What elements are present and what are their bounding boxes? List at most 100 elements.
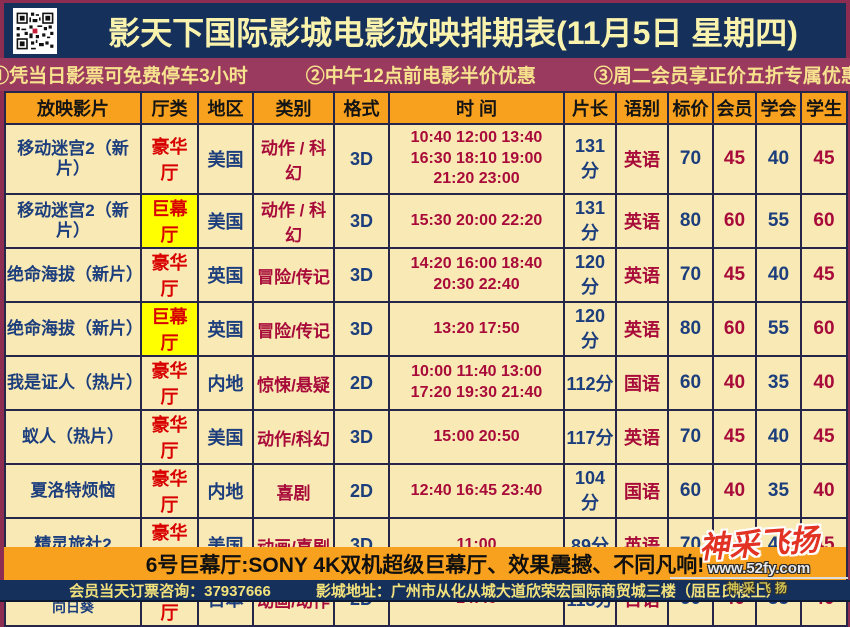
cell-movie-title: 移动迷宫2（新片） — [4, 193, 142, 249]
cell-student-price: 45 — [800, 409, 848, 465]
cell-category: 动作/科幻 — [252, 409, 335, 465]
table-row: 移动迷宫2（新片） 豪华厅 美国 动作 / 科幻 3D 10:40 12:00 … — [4, 123, 848, 195]
cell-duration: 112分 — [563, 355, 617, 411]
cell-hall: 豪华厅 — [140, 247, 199, 303]
cell-student-price: 45 — [800, 123, 848, 195]
col-header-assoc: 学会 — [755, 91, 802, 125]
cell-member-price: 45 — [712, 409, 757, 465]
cell-movie-title: 绝命海拔（新片） — [4, 301, 142, 357]
cell-duration: 120分 — [563, 247, 617, 303]
cell-region: 美国 — [197, 409, 254, 465]
col-header-region: 地区 — [197, 91, 254, 125]
footer-booking-phone: 会员当天订票咨询：37937666 — [69, 582, 271, 600]
cell-format: 2D — [333, 463, 390, 519]
cell-category: 喜剧 — [252, 463, 335, 519]
cell-duration: 104分 — [563, 463, 617, 519]
cell-assoc-price: 55 — [755, 193, 802, 249]
cell-price: 70 — [667, 123, 714, 195]
cell-price: 60 — [667, 355, 714, 411]
cell-member-price: 45 — [712, 247, 757, 303]
footer-bar: 会员当天订票咨询：37937666 影城地址：广州市从化从城大道欣荣宏国际商贸城… — [0, 580, 850, 602]
cell-hall-highlighted: 巨幕厅 — [140, 193, 199, 249]
cell-language: 国语 — [615, 355, 669, 411]
cell-times: 14:20 16:00 18:40 20:30 22:40 — [388, 247, 565, 303]
col-header-movie: 放映影片 — [4, 91, 142, 125]
col-header-language: 语别 — [615, 91, 669, 125]
cell-hall: 豪华厅 — [140, 355, 199, 411]
cell-price: 80 — [667, 301, 714, 357]
imax-banner-text: 6号巨幕厅:SONY 4K双机超级巨幕厅、效果震撼、不同凡响! — [145, 553, 705, 577]
cell-format: 3D — [333, 123, 390, 195]
col-header-member: 会员 — [712, 91, 757, 125]
cell-category: 动作 / 科幻 — [252, 123, 335, 195]
cell-format: 3D — [333, 301, 390, 357]
promo-item-parking: ①凭当日影票可免费停车3小时 — [0, 66, 248, 87]
cell-member-price: 40 — [712, 355, 757, 411]
table-row: 移动迷宫2（新片） 巨幕厅 美国 动作 / 科幻 3D 15:30 20:00 … — [4, 193, 848, 249]
cell-price: 70 — [667, 247, 714, 303]
cell-student-price: 40 — [800, 355, 848, 411]
cell-times: 13:20 17:50 — [388, 301, 565, 357]
cell-price: 80 — [667, 193, 714, 249]
cell-category: 冒险/传记 — [252, 247, 335, 303]
cell-language: 英语 — [615, 409, 669, 465]
footer-address: 影城地址：广州市从化从城大道欣荣宏国际商贸城三楼（屈臣氏楼上） — [315, 582, 781, 600]
cell-assoc-price: 40 — [755, 409, 802, 465]
cell-times: 10:40 12:00 13:40 16:30 18:10 19:00 21:2… — [388, 123, 565, 195]
promo-item-halfprice: ②中午12点前电影半价优惠 — [305, 66, 536, 87]
cell-member-price: 45 — [712, 123, 757, 195]
cell-format: 3D — [333, 247, 390, 303]
cell-region: 美国 — [197, 193, 254, 249]
cell-member-price: 60 — [712, 193, 757, 249]
col-header-price: 标价 — [667, 91, 714, 125]
cell-category: 冒险/传记 — [252, 301, 335, 357]
cell-assoc-price: 35 — [755, 463, 802, 519]
cell-category: 动作 / 科幻 — [252, 193, 335, 249]
cell-region: 内地 — [197, 463, 254, 519]
cell-student-price: 40 — [800, 463, 848, 519]
col-header-format: 格式 — [333, 91, 390, 125]
schedule-table-wrap: 放映影片 厅类 地区 类别 格式 时 间 片长 语别 标价 会员 学会 学生 移… — [4, 91, 848, 627]
cell-region: 美国 — [197, 123, 254, 195]
qr-code-svg — [15, 11, 55, 51]
cell-times: 12:40 16:45 23:40 — [388, 463, 565, 519]
cell-assoc-price: 35 — [755, 355, 802, 411]
cell-duration: 131分 — [563, 193, 617, 249]
cell-assoc-price: 55 — [755, 301, 802, 357]
cell-duration: 120分 — [563, 301, 617, 357]
promo-item-tuesday: ③周二会员享正价五折专属优惠 — [593, 66, 850, 87]
cell-region: 英国 — [197, 301, 254, 357]
col-header-category: 类别 — [252, 91, 335, 125]
qr-code-icon — [13, 8, 57, 54]
cell-movie-title: 我是证人（热片） — [4, 355, 142, 411]
table-row: 蚁人（热片） 豪华厅 美国 动作/科幻 3D 15:00 20:50 117分 … — [4, 409, 848, 465]
cell-member-price: 60 — [712, 301, 757, 357]
title-bar: 影天下国际影城电影放映排期表(11月5日 星期四) — [4, 3, 846, 58]
cell-movie-title: 蚁人（热片） — [4, 409, 142, 465]
cell-language: 英语 — [615, 247, 669, 303]
cell-language: 英语 — [615, 123, 669, 195]
table-row: 夏洛特烦恼 豪华厅 内地 喜剧 2D 12:40 16:45 23:40 104… — [4, 463, 848, 519]
cell-region: 英国 — [197, 247, 254, 303]
cell-language: 英语 — [615, 193, 669, 249]
cell-assoc-price: 40 — [755, 123, 802, 195]
table-header-row: 放映影片 厅类 地区 类别 格式 时 间 片长 语别 标价 会员 学会 学生 — [4, 91, 848, 125]
cell-language: 国语 — [615, 463, 669, 519]
table-row: 绝命海拔（新片） 豪华厅 英国 冒险/传记 3D 14:20 16:00 18:… — [4, 247, 848, 303]
cell-category: 惊悚/悬疑 — [252, 355, 335, 411]
cell-format: 3D — [333, 193, 390, 249]
cell-duration: 131分 — [563, 123, 617, 195]
cell-student-price: 60 — [800, 193, 848, 249]
cell-movie-title: 移动迷宫2（新片） — [4, 123, 142, 195]
cell-region: 内地 — [197, 355, 254, 411]
cell-assoc-price: 40 — [755, 247, 802, 303]
cell-student-price: 60 — [800, 301, 848, 357]
table-row: 绝命海拔（新片） 巨幕厅 英国 冒险/传记 3D 13:20 17:50 120… — [4, 301, 848, 357]
cell-movie-title: 夏洛特烦恼 — [4, 463, 142, 519]
cell-format: 2D — [333, 355, 390, 411]
col-header-hall: 厅类 — [140, 91, 199, 125]
cell-hall: 豪华厅 — [140, 409, 199, 465]
col-header-times: 时 间 — [388, 91, 565, 125]
col-header-student: 学生 — [800, 91, 848, 125]
cell-member-price: 40 — [712, 463, 757, 519]
